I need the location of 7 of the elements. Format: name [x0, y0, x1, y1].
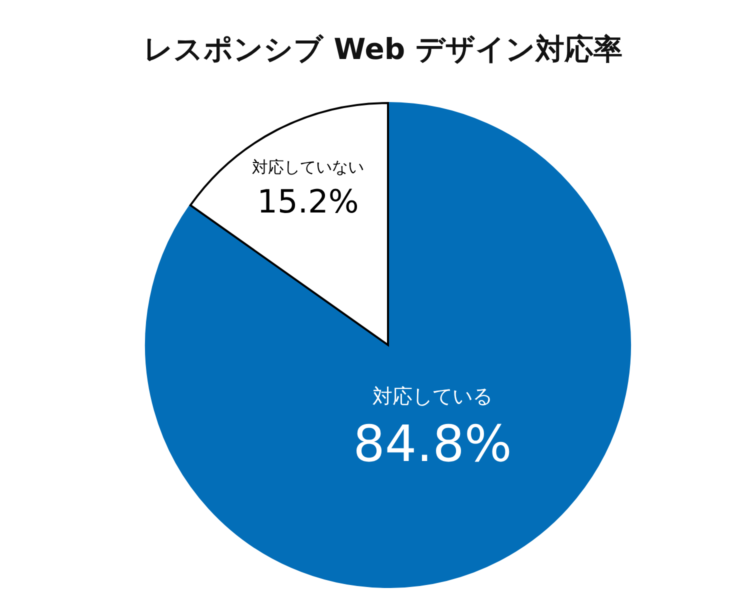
chart-title: レスポンシブ Web デザイン対応率 [142, 31, 624, 68]
data-label: 84.8% [353, 414, 512, 473]
pie-slice [189, 102, 389, 346]
slice-label: 対応していない [252, 157, 364, 176]
pie-slice [145, 102, 631, 588]
slice-label: 対応している [372, 384, 492, 408]
data-label: 15.2% [257, 182, 359, 220]
